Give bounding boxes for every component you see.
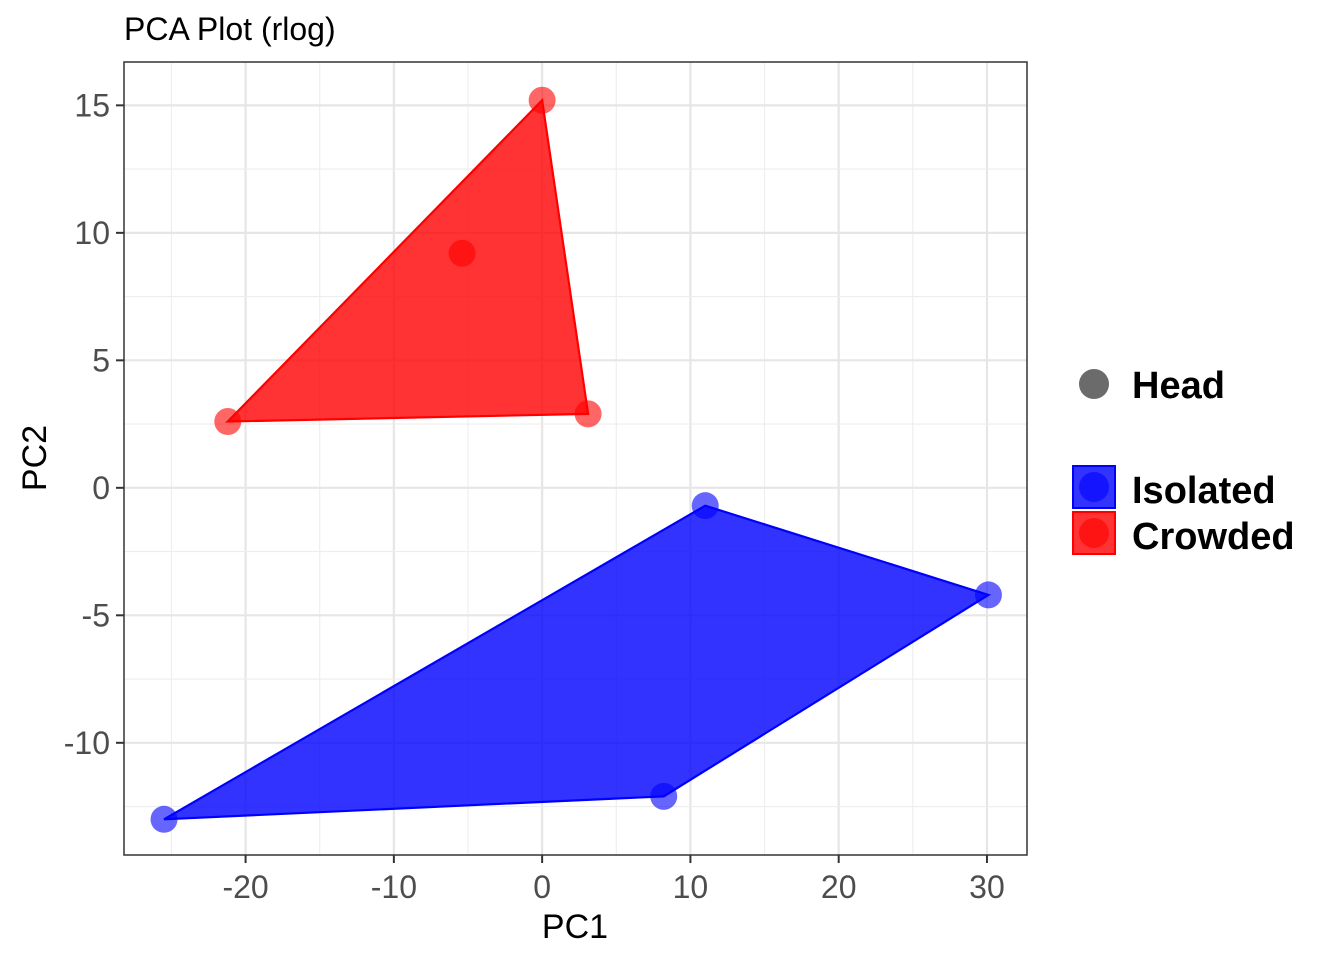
y-tick-label: 0 (92, 470, 110, 506)
legend-label-crowded: Crowded (1132, 516, 1295, 558)
y-axis-title: PC2 (16, 425, 54, 491)
y-tick-label: 15 (74, 87, 110, 123)
data-points (150, 86, 1002, 833)
point-isolated (691, 492, 719, 520)
x-tick-label: 10 (673, 869, 709, 905)
point-crowded (214, 408, 242, 436)
point-isolated (974, 581, 1002, 609)
legend-point-isolated (1079, 472, 1109, 502)
point-crowded (574, 400, 602, 428)
x-tick-label: 0 (533, 869, 551, 905)
legend-label-isolated: Isolated (1132, 470, 1276, 512)
axes: -20 -10 0 10 20 30 -10 -5 0 5 10 15 (64, 87, 1005, 905)
legend-point-crowded (1079, 518, 1109, 548)
point-crowded (528, 86, 556, 114)
x-tick-label: 20 (821, 869, 857, 905)
point-isolated (650, 782, 678, 810)
y-tick-label: 10 (74, 215, 110, 251)
group-hulls (163, 97, 992, 821)
plot-panel-border (123, 61, 1028, 856)
hull-isolated (163, 504, 992, 821)
y-tick-label: -10 (64, 725, 110, 761)
y-tick-label: 5 (92, 342, 110, 378)
legend-shape-key (1079, 369, 1109, 399)
x-tick-label: 30 (969, 869, 1005, 905)
x-tick-label: -10 (371, 869, 417, 905)
hull-crowded (225, 97, 590, 423)
x-axis-title: PC1 (542, 908, 608, 946)
chart-title: PCA Plot (rlog) (124, 11, 336, 47)
x-tick-label: -20 (222, 869, 268, 905)
point-isolated (150, 805, 178, 833)
y-tick-label: -5 (82, 597, 110, 633)
legend-shape-label: Head (1132, 365, 1225, 407)
point-crowded (448, 239, 476, 267)
